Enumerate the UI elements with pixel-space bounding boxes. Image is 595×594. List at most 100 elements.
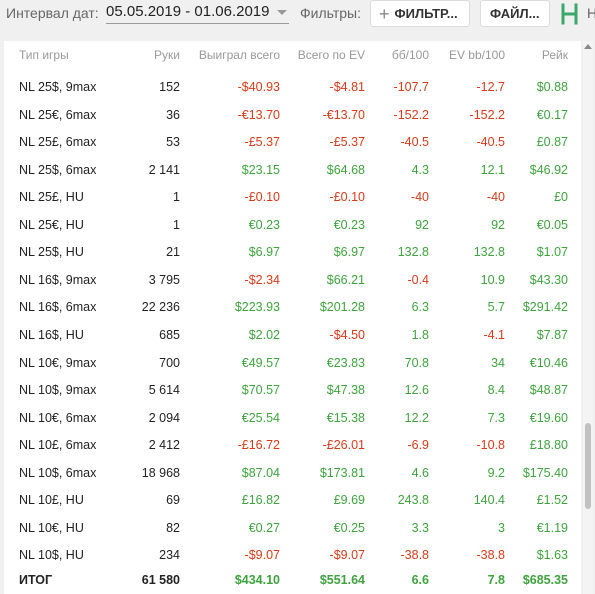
table-row[interactable]: NL 10£, 6max 2 412 -£16.72 -£26.01 -6.9 -10.8… [4, 438, 581, 456]
file-button-label: ФАЙЛ... [490, 6, 540, 21]
cell-rake: £1.52 [536, 493, 568, 507]
cell-hands: 152 [159, 80, 180, 94]
cell-hands: 685 [159, 328, 180, 342]
cell-won-total: €0.27 [248, 521, 280, 535]
total-won-total: $434.10 [234, 573, 280, 587]
cell-hands: 69 [166, 493, 180, 507]
cell-ev-bb-100: -38.8 [476, 548, 506, 562]
cell-ev-total: -$4.50 [329, 328, 365, 342]
table-row[interactable]: NL 16$, HU 685 $2.02 -$4.50 1.8 -4.1 $7.87 [4, 328, 581, 346]
chevron-down-icon [277, 10, 288, 15]
table-row[interactable]: NL 25€, 6max 36 -€13.70 -€13.70 -152.2 -152.2… [4, 108, 581, 126]
column-header-rake[interactable]: Рейк [541, 48, 568, 62]
table-row[interactable]: NL 16$, 6max 22 236 $223.93 $201.28 6.3 5.7 $2… [4, 300, 581, 318]
cell-bb-100: 132.8 [397, 245, 429, 259]
cell-ev-bb-100: 5.7 [487, 300, 505, 314]
cell-ev-bb-100: 132.8 [473, 245, 505, 259]
cell-ev-bb-100: 8.4 [487, 383, 505, 397]
cell-bb-100: 12.2 [404, 411, 429, 425]
cell-game-type: NL 10£, 6max [19, 438, 97, 452]
table-row[interactable]: NL 25£, 6max 53 -£5.37 -£5.37 -40.5 -40.5 £0.8… [4, 135, 581, 153]
cell-game-type: NL 10$, 6max [19, 466, 97, 480]
cell-ev-bb-100: 10.9 [480, 273, 505, 287]
total-bb-100: 6.6 [411, 573, 429, 587]
total-ev-total: $551.64 [319, 573, 365, 587]
cell-game-type: NL 16$, HU [19, 328, 84, 342]
scroll-up-icon[interactable] [584, 44, 592, 49]
cell-ev-total: $201.28 [319, 300, 365, 314]
cell-ev-total: €23.83 [326, 356, 365, 370]
cell-game-type: NL 25$, 9max [19, 80, 97, 94]
plus-icon: + [379, 3, 390, 24]
cell-won-total: $23.15 [241, 163, 280, 177]
cell-hands: 82 [166, 521, 180, 535]
table-row[interactable]: NL 10€, HU 82 €0.27 €0.25 3.3 3 €1.19 [4, 521, 581, 539]
file-button[interactable]: ФАЙЛ... [480, 0, 550, 27]
table-row[interactable]: NL 10$, 9max 5 614 $70.57 $47.38 12.6 8.4 $48.… [4, 383, 581, 401]
cell-bb-100: -107.7 [393, 80, 429, 94]
cell-won-total: -$9.07 [244, 548, 280, 562]
cell-hands: 2 412 [148, 438, 180, 452]
cell-bb-100: 92 [415, 218, 429, 232]
cell-hands: 234 [159, 548, 180, 562]
column-header-ev-total[interactable]: Всего по EV [297, 48, 365, 62]
cell-won-total: €25.54 [241, 411, 280, 425]
date-range-picker[interactable]: 05.05.2019 - 01.06.2019 [106, 3, 290, 24]
cell-rake: $1.07 [536, 245, 568, 259]
cell-bb-100: -38.8 [400, 548, 430, 562]
scroll-thumb[interactable] [585, 423, 591, 509]
cell-ev-bb-100: -152.2 [469, 108, 505, 122]
cell-game-type: NL 25$, HU [19, 245, 84, 259]
cell-ev-bb-100: -40 [486, 190, 505, 204]
cell-ev-total: €0.23 [333, 218, 365, 232]
cell-game-type: NL 25€, 6max [19, 108, 97, 122]
vertical-scrollbar[interactable] [583, 41, 593, 594]
table-row[interactable]: NL 25$, 6max 2 141 $23.15 $64.68 4.3 12.1 $46.… [4, 163, 581, 181]
column-header-hands[interactable]: Руки [154, 48, 180, 62]
hm-logo-icon[interactable] [559, 2, 581, 26]
cell-ev-bb-100: 9.2 [487, 466, 505, 480]
cell-ev-bb-100: -40.5 [476, 135, 506, 149]
add-filter-button[interactable]: + ФИЛЬТР... [370, 0, 470, 27]
cell-ev-total: -£5.37 [329, 135, 365, 149]
cell-game-type: NL 25$, 6max [19, 163, 97, 177]
cell-rake: $46.92 [529, 163, 568, 177]
cell-bb-100: 243.8 [397, 493, 429, 507]
cell-won-total: -$2.34 [244, 273, 280, 287]
table-row[interactable]: NL 10£, HU 69 £16.82 £9.69 243.8 140.4 £1.52 [4, 493, 581, 511]
cell-rake: €10.46 [529, 356, 568, 370]
cell-game-type: NL 10$, 9max [19, 383, 97, 397]
cell-bb-100: -6.9 [407, 438, 429, 452]
table-row[interactable]: NL 10€, 6max 2 094 €25.54 €15.38 12.2 7.3 €19.… [4, 411, 581, 429]
table-row[interactable]: NL 10$, 6max 18 968 $87.04 $173.81 4.6 9.2 $17… [4, 466, 581, 484]
cell-rake: $48.87 [529, 383, 568, 397]
cell-game-type: NL 10£, HU [19, 493, 84, 507]
table-row[interactable]: NL 16$, 9max 3 795 -$2.34 $66.21 -0.4 10.9 $43… [4, 273, 581, 291]
table-row[interactable]: NL 25€, HU 1 €0.23 €0.23 92 92 €0.05 [4, 218, 581, 236]
column-header-won-total[interactable]: Выиграл всего [198, 48, 280, 62]
cell-ev-total: €0.25 [333, 521, 365, 535]
table-row[interactable]: NL 10$, HU 234 -$9.07 -$9.07 -38.8 -38.8 $1.63 [4, 548, 581, 566]
cell-won-total: $2.02 [248, 328, 280, 342]
cell-rake: $0.88 [536, 80, 568, 94]
cell-game-type: NL 16$, 6max [19, 300, 97, 314]
table-row[interactable]: NL 25$, 9max 152 -$40.93 -$4.81 -107.7 -12.7 $… [4, 80, 581, 98]
column-header-game-type[interactable]: Тип игры [19, 48, 69, 62]
table-row[interactable]: NL 25£, HU 1 -£0.10 -£0.10 -40 -40 £0 [4, 190, 581, 208]
cell-rake: €0.17 [536, 108, 568, 122]
cell-bb-100: -40 [410, 190, 429, 204]
cell-ev-total: -$4.81 [329, 80, 365, 94]
cell-won-total: -$40.93 [237, 80, 280, 94]
cell-hands: 1 [173, 218, 180, 232]
truncated-toolbar-text: Н [587, 5, 595, 21]
add-filter-label: ФИЛЬТР... [394, 6, 458, 21]
cell-bb-100: 1.8 [411, 328, 429, 342]
table-row[interactable]: NL 10€, 9max 700 €49.57 €23.83 70.8 34 €10.46 [4, 356, 581, 374]
table-row[interactable]: NL 25$, HU 21 $6.97 $6.97 132.8 132.8 $1.07 [4, 245, 581, 263]
cell-game-type: NL 10$, HU [19, 548, 84, 562]
column-header-ev-bb-100[interactable]: EV bb/100 [448, 48, 505, 62]
column-header-bb-100[interactable]: бб/100 [391, 48, 429, 62]
cell-won-total: -£5.37 [244, 135, 280, 149]
cell-ev-total: $47.38 [326, 383, 365, 397]
toolbar: Интервал дат: 05.05.2019 - 01.06.2019 Фи… [0, 0, 595, 34]
